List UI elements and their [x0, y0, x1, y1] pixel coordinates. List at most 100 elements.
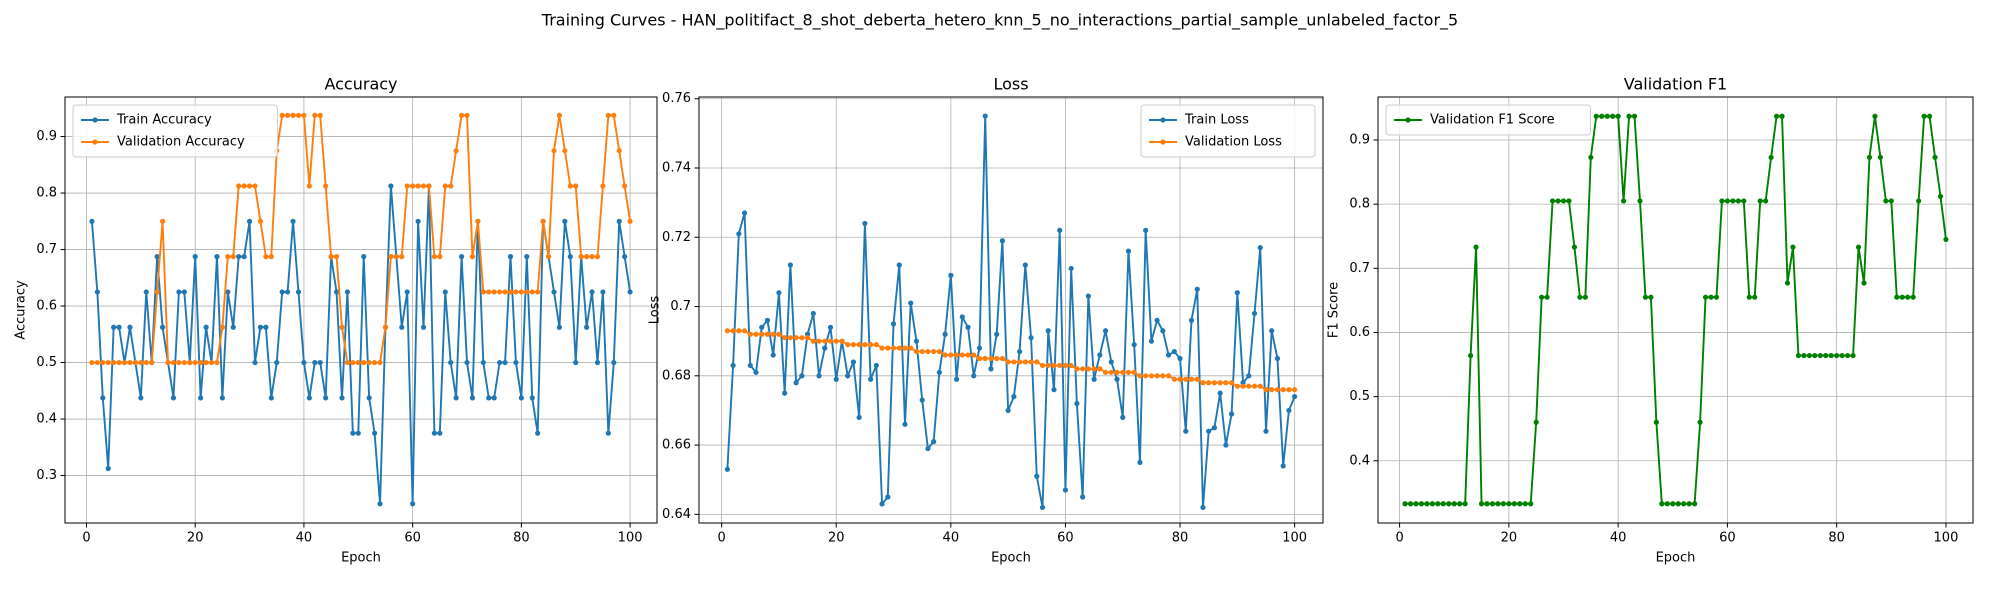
data-point — [1686, 501, 1692, 507]
x-axis-label: Epoch — [991, 551, 1031, 566]
data-point — [1500, 501, 1506, 507]
data-point — [862, 342, 868, 348]
data-point — [856, 414, 862, 420]
subplot: 0 20 40 60 80 100 0.64 0.66 0.68 0.7 0.72 0.74 0.76 L… — [648, 75, 1324, 566]
data-point — [246, 183, 253, 189]
data-point — [1194, 286, 1200, 292]
data-point — [976, 355, 983, 362]
data-point — [833, 376, 839, 382]
data-point — [810, 310, 816, 317]
x-tick-label: 80 — [1828, 531, 1845, 546]
data-point — [312, 112, 318, 118]
data-point — [759, 324, 765, 330]
data-point — [540, 218, 546, 224]
data-point — [1246, 373, 1252, 379]
data-point — [1097, 352, 1103, 358]
data-point — [1005, 407, 1011, 414]
data-point — [1495, 501, 1501, 507]
data-point — [1533, 419, 1539, 425]
data-point — [573, 183, 579, 189]
data-point — [176, 289, 182, 295]
data-point — [1108, 359, 1114, 365]
data-point — [323, 183, 329, 189]
data-point — [529, 289, 535, 295]
data-point — [1511, 501, 1517, 507]
data-point — [404, 183, 410, 189]
data-point — [388, 254, 394, 260]
data-point — [453, 395, 459, 401]
data-point — [1468, 352, 1474, 359]
y-tick-label: 0.8 — [1349, 197, 1370, 212]
data-point — [236, 254, 242, 260]
data-point — [1274, 387, 1281, 393]
data-point — [1251, 383, 1258, 389]
data-point — [747, 331, 753, 337]
data-point — [355, 430, 361, 436]
data-point — [350, 430, 356, 436]
data-point — [804, 335, 811, 341]
y-tick-label: 0.66 — [662, 438, 691, 453]
legend-marker — [92, 139, 98, 145]
data-point — [1440, 501, 1446, 507]
data-point — [1752, 294, 1758, 300]
data-point — [1068, 362, 1074, 369]
data-point — [1269, 328, 1275, 334]
data-point — [1154, 317, 1160, 323]
data-point — [873, 342, 879, 348]
legend-label: Validation Accuracy — [117, 135, 245, 150]
data-point — [1160, 373, 1166, 379]
data-point — [1429, 501, 1435, 507]
data-point — [1080, 366, 1086, 372]
data-point — [257, 218, 264, 224]
data-point — [747, 362, 753, 369]
data-point — [535, 289, 541, 295]
data-point — [1217, 380, 1223, 386]
data-point — [198, 395, 204, 401]
data-point — [1051, 362, 1057, 369]
data-point — [827, 324, 834, 330]
data-point — [1269, 387, 1275, 393]
data-point — [850, 359, 857, 365]
data-point — [1085, 366, 1091, 372]
data-point — [1932, 154, 1938, 160]
data-point — [1148, 338, 1154, 344]
data-point — [116, 324, 122, 330]
y-tick-label: 0.4 — [36, 412, 57, 427]
data-point — [1555, 198, 1561, 204]
data-point — [1943, 236, 1949, 243]
data-point — [1211, 380, 1218, 386]
data-point — [1234, 290, 1240, 296]
data-point — [868, 342, 874, 348]
data-point — [116, 359, 122, 366]
data-point — [203, 359, 209, 366]
data-point — [925, 348, 931, 355]
data-point — [344, 359, 351, 366]
data-point — [1045, 328, 1051, 334]
data-point — [1910, 294, 1916, 300]
data-point — [770, 331, 776, 337]
data-point — [999, 355, 1006, 362]
data-point — [138, 359, 144, 366]
data-point — [290, 112, 296, 118]
data-point — [279, 112, 285, 118]
x-tick-label: 0 — [82, 531, 90, 546]
x-tick-label: 60 — [1719, 531, 1736, 546]
data-point — [551, 289, 557, 295]
data-point — [486, 395, 492, 401]
data-point — [885, 494, 891, 500]
data-point — [469, 395, 476, 401]
axes-frame — [64, 96, 658, 524]
data-point — [1137, 373, 1143, 379]
data-point — [236, 183, 242, 189]
data-point — [1828, 352, 1834, 359]
data-point — [393, 254, 399, 260]
data-point — [1653, 419, 1659, 425]
data-point — [1177, 355, 1183, 362]
data-point — [1675, 501, 1681, 507]
data-point — [764, 331, 771, 337]
data-point — [225, 254, 231, 260]
data-point — [1801, 352, 1807, 359]
data-point — [982, 355, 988, 362]
data-point — [159, 324, 166, 330]
data-point — [1131, 342, 1137, 348]
